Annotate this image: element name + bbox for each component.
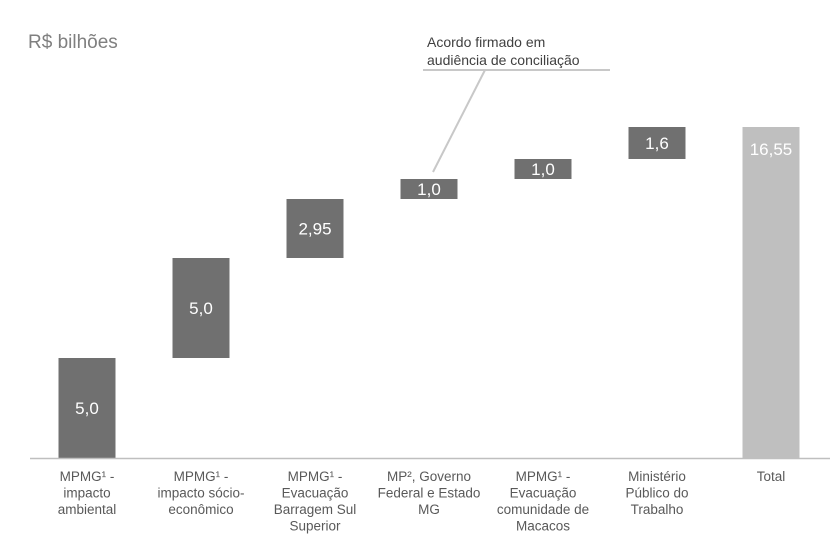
category-label-line: Evacuação bbox=[282, 486, 349, 501]
bar-value-label-6: 1,6 bbox=[645, 134, 669, 153]
category-label-line: MPMG¹ - bbox=[174, 469, 229, 484]
category-label-5: MPMG¹ - Evacuação comunidade de Macacos bbox=[497, 469, 589, 534]
annotation-leader-line bbox=[432, 69, 486, 173]
bar-3 bbox=[286, 199, 344, 258]
category-label-line: Superior bbox=[289, 519, 341, 534]
bar-4 bbox=[400, 179, 458, 199]
category-label-line: econômico bbox=[168, 502, 233, 517]
category-label-line: Total bbox=[757, 469, 786, 484]
bar-6 bbox=[628, 127, 686, 159]
category-label-line: Ministério bbox=[628, 469, 686, 484]
category-label-4: MP², Governo Federal e Estado MG bbox=[378, 469, 481, 517]
bar-value-label-7: 16,55 bbox=[750, 140, 793, 159]
category-label-1: MPMG¹ - impacto ambiental bbox=[58, 469, 117, 517]
category-label-line: MP², Governo bbox=[387, 469, 471, 484]
unit-label: R$ bilhões bbox=[28, 32, 118, 53]
bar-2 bbox=[172, 258, 230, 358]
category-label-3: MPMG¹ - Evacuação Barragem Sul Superior bbox=[274, 469, 357, 534]
bar-value-label-5: 1,0 bbox=[531, 160, 555, 179]
category-label-line: MPMG¹ - bbox=[60, 469, 115, 484]
bar-1 bbox=[58, 358, 116, 458]
category-label-line: MPMG¹ - bbox=[288, 469, 343, 484]
category-label-line: Macacos bbox=[516, 519, 570, 534]
category-label-line: Evacuação bbox=[510, 486, 577, 501]
annotation-text: Acordo firmado em audiência de conciliaç… bbox=[427, 34, 580, 68]
category-label-7: Total bbox=[757, 469, 786, 484]
bar-5 bbox=[514, 159, 572, 179]
bar-value-label-1: 5,0 bbox=[75, 399, 99, 418]
category-label-line: MG bbox=[418, 502, 440, 517]
category-label-line: impacto bbox=[63, 486, 110, 501]
category-label-line: MPMG¹ - bbox=[516, 469, 571, 484]
bar-value-label-4: 1,0 bbox=[417, 180, 441, 199]
category-label-line: impacto sócio- bbox=[157, 486, 244, 501]
category-label-line: ambiental bbox=[58, 502, 117, 517]
category-label-6: Ministério Público do Trabalho bbox=[625, 469, 688, 517]
category-label-line: comunidade de bbox=[497, 502, 589, 517]
category-label-line: Barragem Sul bbox=[274, 502, 357, 517]
bar-7 bbox=[742, 127, 800, 458]
category-label-2: MPMG¹ - impacto sócio-econômico bbox=[157, 469, 244, 517]
bar-value-label-3: 2,95 bbox=[298, 220, 331, 239]
category-label-line: Trabalho bbox=[631, 502, 684, 517]
category-label-line: Federal e Estado bbox=[378, 486, 481, 501]
category-label-line: Público do bbox=[625, 486, 688, 501]
bar-value-label-2: 5,0 bbox=[189, 299, 213, 318]
